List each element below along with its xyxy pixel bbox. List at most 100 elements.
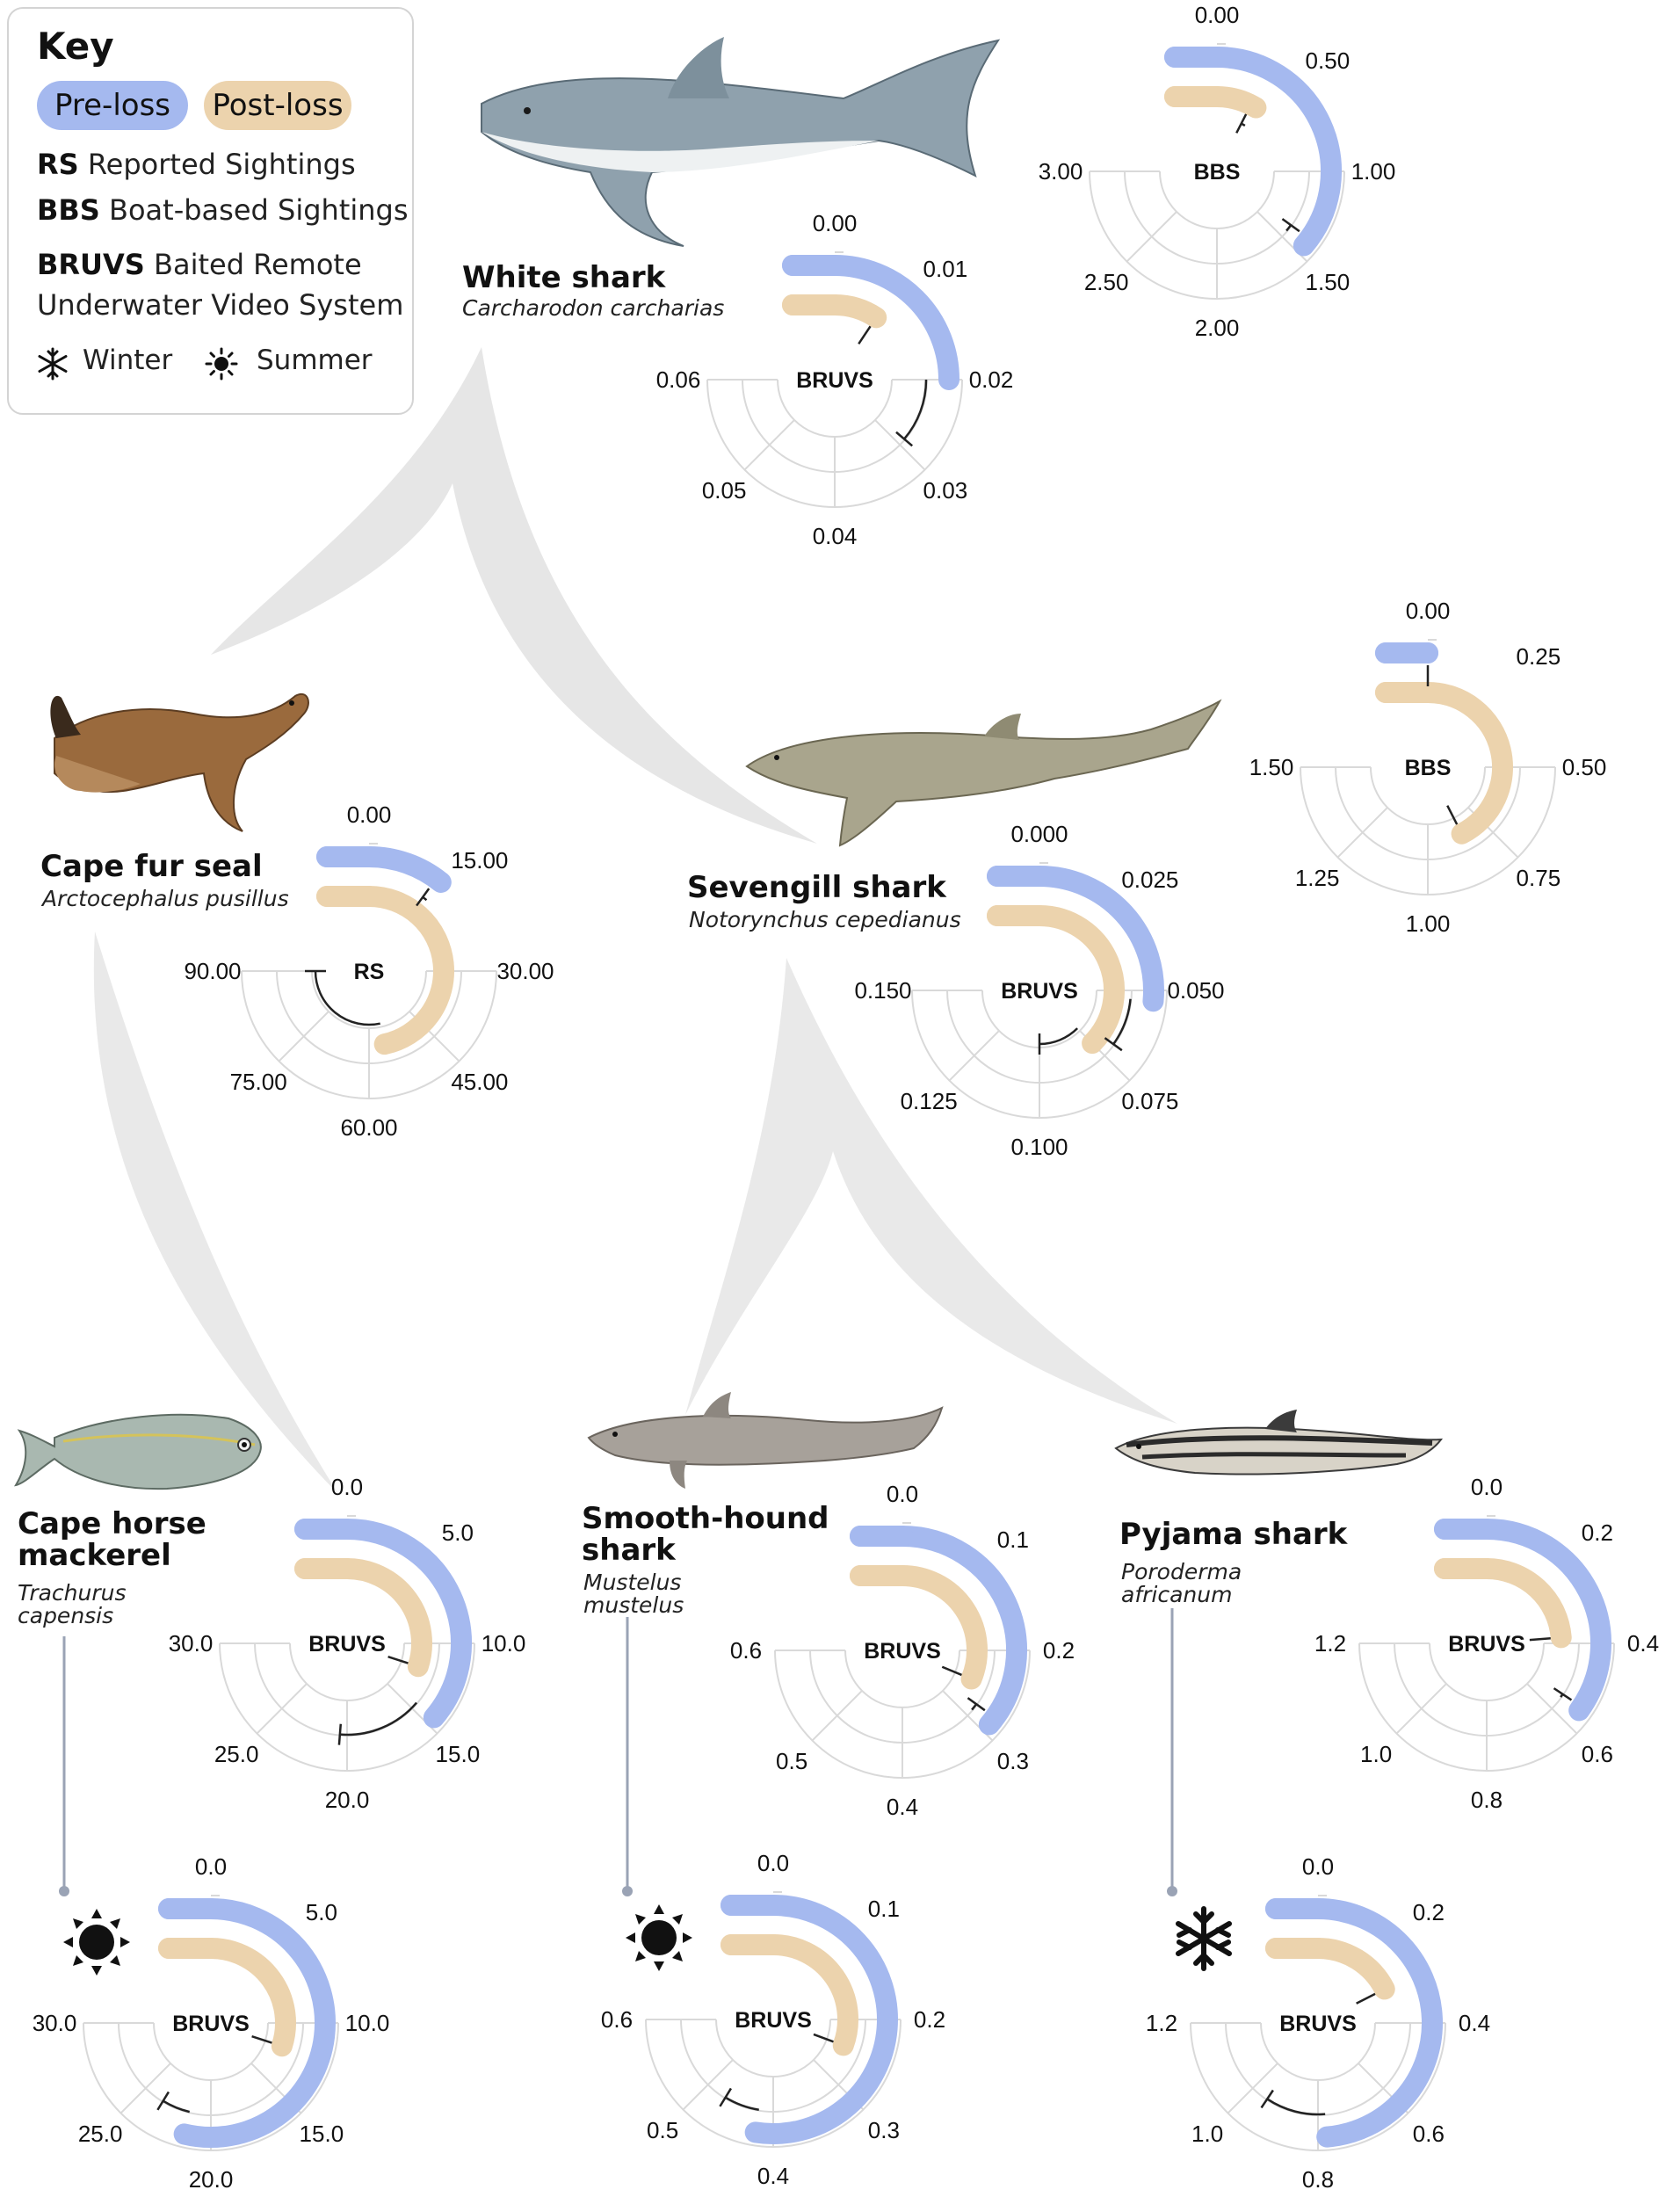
grid-ring-0 bbox=[715, 2019, 831, 2077]
tick-label-white-bruvs-6: 0.06 bbox=[656, 366, 701, 393]
grid-spoke-5 bbox=[743, 419, 795, 471]
tick-label-white-bbs-3: 1.50 bbox=[1306, 269, 1351, 295]
tick-label-white-bruvs-0: 0.00 bbox=[813, 210, 858, 236]
tick-label-white-bruvs-4: 0.04 bbox=[813, 523, 858, 549]
winter-label: Winter bbox=[83, 344, 173, 376]
tick-label-mackerel-summer-4: 20.0 bbox=[189, 2166, 234, 2193]
bruvs-legend: BRUVS Baited Remote bbox=[37, 248, 362, 281]
pre-loss-bar-smooth-summer bbox=[721, 1895, 898, 2144]
tick-label-sevengill-bruvs-5: 0.125 bbox=[901, 1088, 958, 1114]
bruvs-text: Baited Remote bbox=[154, 248, 362, 281]
pyjama-shark-name: Pyjama shark bbox=[1119, 1517, 1348, 1552]
tick-label-smooth-summer-3: 0.3 bbox=[868, 2117, 900, 2143]
method-label-seal-rs: RS bbox=[354, 960, 385, 984]
post-loss-legend: Post-loss bbox=[204, 81, 351, 130]
method-label-sevengill-bbs: BBS bbox=[1405, 756, 1452, 780]
grid-spoke-5 bbox=[1227, 2063, 1278, 2114]
tick-label-seal-rs-0: 0.00 bbox=[347, 801, 392, 828]
tick-label-pyjama-bruvs-0: 0.0 bbox=[1471, 1474, 1503, 1500]
grid-smooth-bruvs bbox=[774, 1522, 1031, 1779]
pre-loss-bar-mackerel-summer bbox=[158, 1898, 336, 2148]
white-shark-name: White shark bbox=[462, 260, 666, 295]
radial-chart-white-bbs: 0.00 0.50 1.00 1.50 2.00 2.50 3.00 BBS bbox=[1039, 2, 1396, 341]
post-loss-error-mackerel-summer-cap bbox=[251, 2034, 272, 2044]
tick-label-white-bruvs-3: 0.03 bbox=[923, 477, 968, 504]
post-loss-bar-mackerel-bruvs bbox=[294, 1558, 432, 1678]
tick-label-white-bbs-0: 0.00 bbox=[1195, 2, 1240, 28]
tick-label-smooth-bruvs-5: 0.5 bbox=[776, 1748, 807, 1774]
tick-label-white-bruvs-2: 0.02 bbox=[969, 366, 1014, 393]
tick-label-sevengill-bbs-0: 0.00 bbox=[1406, 598, 1451, 624]
smooth-hound-season-stem-dot bbox=[622, 1886, 633, 1896]
bbs-abbr: BBS bbox=[37, 193, 100, 227]
pre-loss-bar-pyjama-bruvs bbox=[1434, 1519, 1611, 1722]
tick-label-pyjama-winter-2: 0.4 bbox=[1459, 2010, 1490, 2036]
sevengill-shark-illustration bbox=[745, 699, 1222, 847]
method-label-mackerel-summer: BRUVS bbox=[172, 2012, 250, 2036]
grid-spoke-5 bbox=[1126, 211, 1177, 263]
tick-label-mackerel-summer-6: 30.0 bbox=[33, 2010, 77, 2036]
tick-label-mackerel-summer-1: 5.0 bbox=[306, 1899, 337, 1925]
radial-chart-pyjama-winter: 0.0 0.2 0.4 0.6 0.8 1.0 1.2 BRUVS bbox=[1146, 1853, 1490, 2193]
radial-chart-seal-rs: 0.00 15.00 30.00 45.00 60.00 75.00 90.00 RS bbox=[184, 801, 554, 1141]
smooth-hound-shark-illustration bbox=[587, 1392, 944, 1489]
method-label-mackerel-bruvs: BRUVS bbox=[308, 1632, 386, 1657]
tick-label-sevengill-bbs-1: 0.25 bbox=[1517, 643, 1561, 670]
pyjama-shark-scientific-line2: africanum bbox=[1121, 1582, 1233, 1607]
pre-loss-error-pyjama-bruvs-cap bbox=[1553, 1687, 1573, 1701]
pre-loss-error-smooth-bruvs-cap bbox=[967, 1697, 986, 1712]
method-label-smooth-bruvs: BRUVS bbox=[864, 1639, 941, 1664]
pre-loss-error-sevengill-bruvs-line bbox=[1112, 998, 1132, 1045]
grid-ring-0 bbox=[1429, 1642, 1545, 1701]
tick-label-sevengill-bbs-3: 0.75 bbox=[1517, 865, 1561, 891]
cape-horse-mackerel-illustration bbox=[13, 1413, 262, 1490]
grid-spoke-5 bbox=[682, 2059, 734, 2111]
tick-label-smooth-summer-1: 0.1 bbox=[868, 1896, 900, 1922]
method-label-pyjama-winter: BRUVS bbox=[1279, 2012, 1357, 2036]
pre-loss-bar-smooth-bruvs bbox=[850, 1526, 1027, 1736]
cape-horse-mackerel-scientific-line1: Trachurus bbox=[18, 1580, 127, 1606]
tick-label-white-bruvs-1: 0.01 bbox=[923, 256, 968, 282]
tick-label-mackerel-summer-3: 15.0 bbox=[300, 2121, 344, 2147]
method-label-pyjama-bruvs: BRUVS bbox=[1448, 1632, 1525, 1657]
grid-spoke-5 bbox=[119, 2063, 171, 2114]
cape-fur-seal-scientific: Arctocephalus pusillus bbox=[42, 886, 289, 911]
tick-label-smooth-bruvs-1: 0.1 bbox=[997, 1526, 1029, 1553]
method-label-white-bruvs: BRUVS bbox=[796, 368, 873, 393]
grid-ring-0 bbox=[1260, 2022, 1376, 2081]
grid-ring-0 bbox=[153, 2022, 269, 2081]
radial-chart-mackerel-bruvs: 0.0 5.0 10.0 15.0 20.0 25.0 30.0 BRUVS bbox=[169, 1474, 526, 1813]
tick-label-seal-rs-5: 75.00 bbox=[230, 1069, 287, 1095]
post-loss-error-white-bruvs-cap bbox=[858, 325, 872, 344]
tick-label-mackerel-summer-5: 25.0 bbox=[78, 2121, 123, 2147]
bruvs-abbr: BRUVS bbox=[37, 248, 145, 281]
tick-label-smooth-bruvs-3: 0.3 bbox=[997, 1748, 1029, 1774]
pre-loss-error-seal-rs-cap bbox=[416, 888, 431, 907]
post-loss-error-smooth-summer-cap bbox=[813, 2033, 834, 2043]
grid-spoke-3 bbox=[1526, 1683, 1578, 1735]
pre-loss-error-white-bbs-cap bbox=[1281, 218, 1300, 233]
post-loss-error-pyjama-bruvs-cap bbox=[1529, 1637, 1551, 1642]
post-loss-bar-seal-rs bbox=[316, 886, 454, 1055]
key-panel: Key Pre-loss Post-loss RS Reported Sight… bbox=[7, 7, 414, 415]
method-label-smooth-summer: BRUVS bbox=[735, 2008, 812, 2033]
tick-label-white-bbs-6: 3.00 bbox=[1039, 158, 1083, 185]
tick-label-mackerel-bruvs-5: 25.0 bbox=[214, 1741, 259, 1767]
sun-icon bbox=[205, 347, 238, 381]
grid-ring-0 bbox=[311, 970, 427, 1029]
rs-text: Reported Sightings bbox=[87, 148, 356, 181]
grid-seal-rs bbox=[241, 843, 497, 1099]
tick-label-pyjama-winter-5: 1.0 bbox=[1191, 2121, 1223, 2147]
rs-abbr: RS bbox=[37, 148, 79, 181]
tick-label-seal-rs-3: 45.00 bbox=[451, 1069, 508, 1095]
grid-ring-0 bbox=[844, 1650, 960, 1708]
bruvs-text-line2: Underwater Video System bbox=[37, 288, 404, 322]
tick-label-sevengill-bbs-5: 1.25 bbox=[1295, 865, 1340, 891]
pre-loss-bar-mackerel-bruvs bbox=[294, 1519, 472, 1729]
radial-chart-sevengill-bbs: 0.00 0.25 0.50 0.75 1.00 1.25 1.50 BBS bbox=[1249, 598, 1607, 937]
cape-horse-mackerel-name-line1: Cape horse bbox=[18, 1506, 206, 1541]
grid-ring-0 bbox=[1370, 766, 1486, 825]
post-loss-bar-sevengill-bruvs bbox=[987, 905, 1125, 1055]
radial-chart-mackerel-summer: 0.0 5.0 10.0 15.0 20.0 25.0 30.0 BRUVS bbox=[33, 1853, 390, 2193]
